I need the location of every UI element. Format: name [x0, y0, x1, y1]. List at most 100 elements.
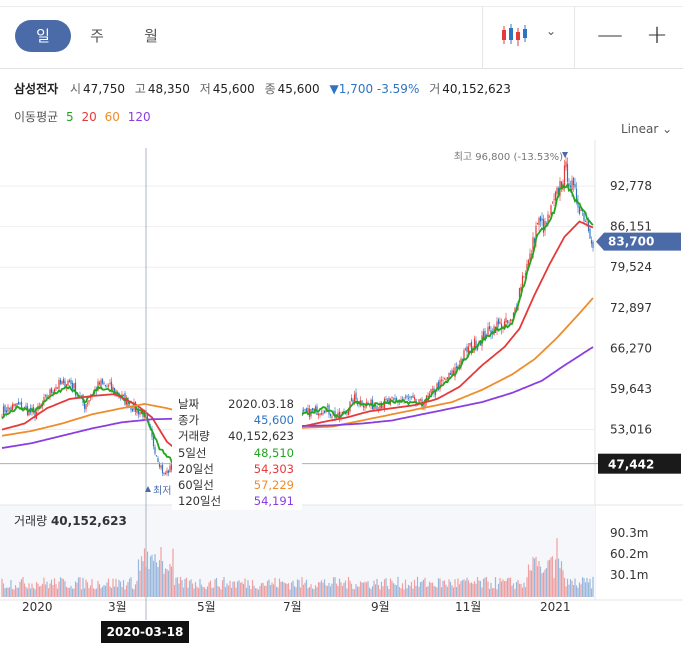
candle-body: [107, 385, 110, 387]
candle-body: [158, 463, 161, 467]
volume-bar: [346, 588, 348, 597]
volume-bar: [29, 588, 32, 597]
volume-bar: [187, 587, 189, 597]
volume-bar: [115, 578, 117, 597]
candle-body: [160, 465, 162, 468]
candle-body: [307, 408, 309, 413]
volume-bar: [443, 580, 446, 597]
zoom-out-button[interactable]: —: [597, 20, 623, 50]
ma-5[interactable]: 5: [66, 110, 74, 124]
zoom-in-button[interactable]: +: [646, 20, 668, 50]
volume-bar: [71, 588, 74, 597]
ma-60[interactable]: 60: [104, 110, 120, 124]
current-price-label: 83,700: [608, 235, 654, 249]
candle-body: [58, 380, 60, 389]
ma-120[interactable]: 120: [127, 110, 151, 124]
volume-bar: [316, 587, 318, 597]
volume-bar: [434, 586, 437, 597]
candle-body: [458, 364, 461, 366]
volume-bar: [277, 587, 279, 597]
candle-body: [73, 383, 75, 389]
tab-week[interactable]: 주: [90, 27, 104, 45]
volume-bar: [310, 584, 312, 597]
x-tick-label: 11월: [455, 600, 481, 614]
volume-bar: [371, 586, 374, 597]
volume-bar: [406, 588, 408, 597]
candle-body: [59, 379, 62, 384]
volume-bar: [217, 586, 219, 597]
volume-bar: [349, 580, 351, 597]
candle-body: [496, 321, 498, 331]
volume-bar: [566, 578, 569, 597]
candle-body: [65, 384, 68, 388]
candle-body: [443, 378, 446, 380]
candle-body: [406, 395, 408, 398]
volume-bar: [379, 589, 381, 597]
volume-bar: [337, 585, 339, 597]
volume-bar: [157, 567, 159, 597]
candle-body: [101, 378, 104, 384]
tab-day[interactable]: 일: [15, 20, 71, 52]
candle-body: [442, 380, 444, 382]
candle-body: [586, 221, 588, 223]
volume-bar: [527, 564, 530, 597]
volume-bar: [251, 579, 254, 597]
candle-body: [508, 321, 510, 323]
chevron-down-icon[interactable]: ⌄: [546, 24, 557, 38]
volume-bar: [20, 579, 23, 597]
candlestick-icon[interactable]: [500, 22, 528, 48]
candle-body: [388, 397, 390, 404]
volume-bar: [164, 568, 167, 597]
volume-bar: [409, 585, 411, 597]
volume-bar: [505, 580, 507, 597]
volume-bar: [325, 585, 327, 597]
scale-selector[interactable]: Linear ⌄: [621, 122, 672, 136]
volume-bar: [424, 577, 426, 597]
y-tick-label: 72,897: [610, 301, 652, 315]
volume-panel-label: 거래량 40,152,623: [14, 512, 127, 529]
candle-body: [329, 413, 332, 417]
volume-bar: [419, 582, 422, 597]
volume-bar: [26, 588, 29, 597]
volume-bar: [148, 569, 150, 597]
volume-bar: [85, 579, 87, 597]
volume-bar: [490, 582, 492, 597]
volume-bar: [167, 570, 170, 597]
volume-bar: [326, 586, 329, 597]
volume-bar: [274, 577, 276, 597]
tooltip-value: 54,303: [253, 461, 294, 476]
volume-bar: [418, 586, 420, 597]
volume-bar: [91, 579, 93, 597]
volume-bar: [266, 581, 269, 597]
candle-body: [488, 326, 491, 330]
volume-bar: [121, 587, 123, 597]
candle-body: [535, 225, 537, 243]
low-value: 45,600: [212, 82, 255, 96]
candle-body: [395, 398, 398, 401]
toolbar-divider: [574, 6, 575, 68]
volume-bar: [395, 585, 398, 597]
tab-month[interactable]: 월: [144, 27, 158, 45]
volume-bar: [415, 585, 417, 597]
current-price-badge: [596, 232, 681, 251]
candle-body: [313, 408, 315, 411]
volume-bar: [550, 557, 552, 597]
volume-bar: [107, 578, 110, 597]
volume-bar: [94, 589, 96, 597]
candle-body: [380, 402, 383, 408]
candle-body: [463, 350, 465, 360]
candle-body: [572, 177, 575, 186]
volume-bar: [407, 584, 410, 597]
candle-body: [17, 401, 20, 405]
ma-20[interactable]: 20: [81, 110, 97, 124]
open-value: 47,750: [83, 82, 126, 96]
candle-body: [305, 408, 308, 412]
volume-bar: [193, 588, 195, 597]
candle-body: [392, 398, 395, 400]
candle-body: [167, 470, 170, 473]
volume-bar: [43, 577, 45, 597]
x-tick-label: 2021: [540, 600, 571, 614]
candle-body: [590, 240, 593, 244]
volume-bar: [242, 583, 245, 597]
